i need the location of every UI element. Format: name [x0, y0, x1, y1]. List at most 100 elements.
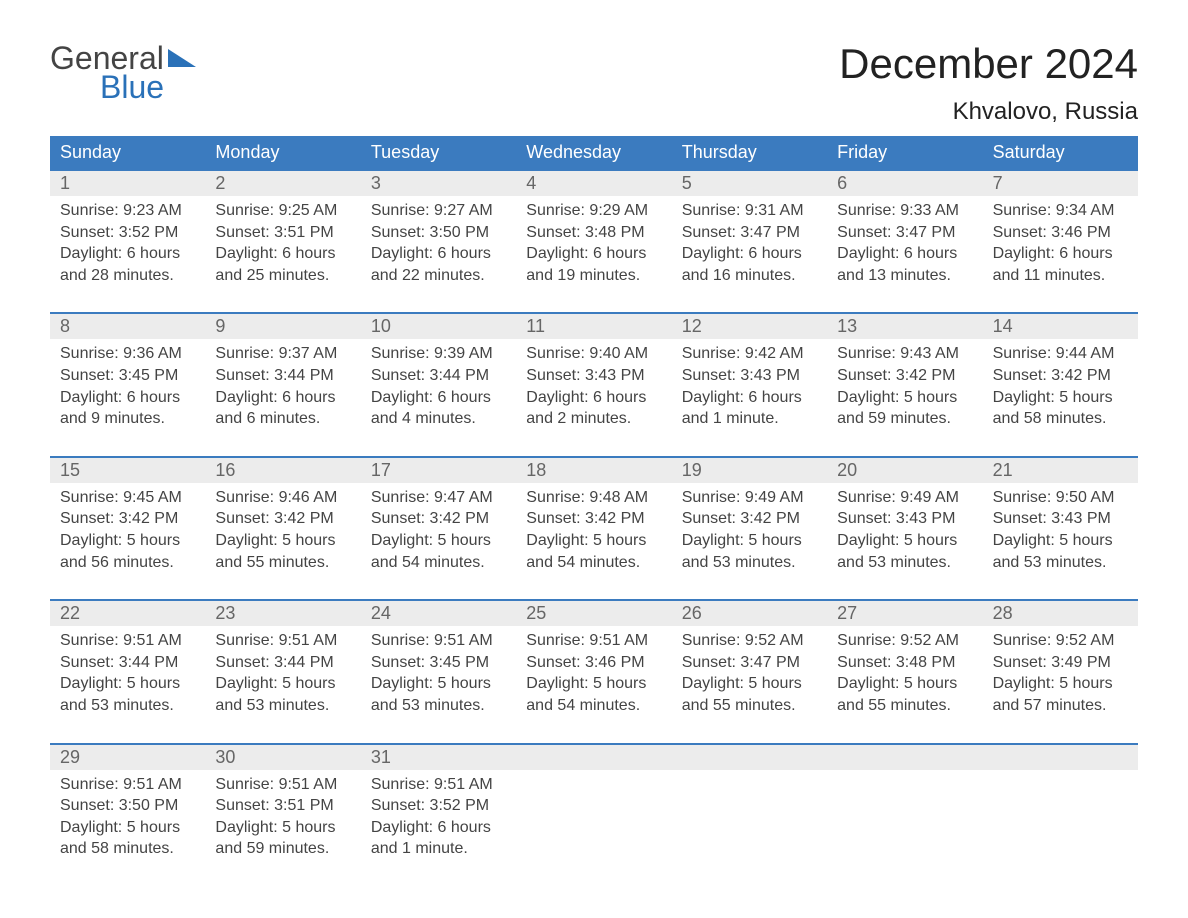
d1-text: Daylight: 6 hours [682, 243, 817, 265]
sunrise-text: Sunrise: 9:51 AM [60, 630, 195, 652]
month-title: December 2024 [839, 40, 1138, 88]
date-number: 9 [205, 314, 360, 339]
sunset-text: Sunset: 3:44 PM [215, 652, 350, 674]
day-cell: Sunrise: 9:23 AMSunset: 3:52 PMDaylight:… [50, 196, 205, 294]
sunset-text: Sunset: 3:42 PM [993, 365, 1128, 387]
sunset-text: Sunset: 3:43 PM [837, 508, 972, 530]
day-cell: Sunrise: 9:49 AMSunset: 3:43 PMDaylight:… [827, 483, 982, 581]
date-number: 12 [672, 314, 827, 339]
d2-text: and 6 minutes. [215, 408, 350, 430]
d1-text: Daylight: 5 hours [215, 530, 350, 552]
d1-text: Daylight: 6 hours [60, 243, 195, 265]
d1-text: Daylight: 6 hours [526, 387, 661, 409]
sunset-text: Sunset: 3:51 PM [215, 795, 350, 817]
d2-text: and 1 minute. [682, 408, 817, 430]
week: 15161718192021Sunrise: 9:45 AMSunset: 3:… [50, 456, 1138, 581]
date-number: 2 [205, 171, 360, 196]
week: 1234567Sunrise: 9:23 AMSunset: 3:52 PMDa… [50, 169, 1138, 294]
sunset-text: Sunset: 3:48 PM [526, 222, 661, 244]
sunrise-text: Sunrise: 9:52 AM [993, 630, 1128, 652]
date-number: 10 [361, 314, 516, 339]
day-cell: Sunrise: 9:52 AMSunset: 3:49 PMDaylight:… [983, 626, 1138, 724]
sunset-text: Sunset: 3:42 PM [60, 508, 195, 530]
sunset-text: Sunset: 3:42 PM [837, 365, 972, 387]
day-header: Monday [205, 136, 360, 169]
d2-text: and 53 minutes. [60, 695, 195, 717]
sunrise-text: Sunrise: 9:42 AM [682, 343, 817, 365]
date-number: 17 [361, 458, 516, 483]
location-label: Khvalovo, Russia [839, 98, 1138, 126]
day-cell [983, 770, 1138, 868]
d1-text: Daylight: 6 hours [526, 243, 661, 265]
calendar: Sunday Monday Tuesday Wednesday Thursday… [50, 136, 1138, 868]
date-number: 29 [50, 745, 205, 770]
day-cell [827, 770, 982, 868]
d1-text: Daylight: 5 hours [837, 530, 972, 552]
d1-text: Daylight: 5 hours [60, 530, 195, 552]
d1-text: Daylight: 5 hours [526, 530, 661, 552]
sunrise-text: Sunrise: 9:49 AM [837, 487, 972, 509]
sunset-text: Sunset: 3:47 PM [837, 222, 972, 244]
sunrise-text: Sunrise: 9:51 AM [371, 774, 506, 796]
d2-text: and 19 minutes. [526, 265, 661, 287]
d2-text: and 59 minutes. [215, 838, 350, 860]
d2-text: and 25 minutes. [215, 265, 350, 287]
day-cell: Sunrise: 9:48 AMSunset: 3:42 PMDaylight:… [516, 483, 671, 581]
day-header: Sunday [50, 136, 205, 169]
date-number: 14 [983, 314, 1138, 339]
sunrise-text: Sunrise: 9:37 AM [215, 343, 350, 365]
date-number: 3 [361, 171, 516, 196]
sunset-text: Sunset: 3:52 PM [371, 795, 506, 817]
sunset-text: Sunset: 3:47 PM [682, 222, 817, 244]
date-number: 23 [205, 601, 360, 626]
sunrise-text: Sunrise: 9:25 AM [215, 200, 350, 222]
d1-text: Daylight: 6 hours [993, 243, 1128, 265]
day-cell: Sunrise: 9:34 AMSunset: 3:46 PMDaylight:… [983, 196, 1138, 294]
sunrise-text: Sunrise: 9:52 AM [682, 630, 817, 652]
day-cell: Sunrise: 9:44 AMSunset: 3:42 PMDaylight:… [983, 339, 1138, 437]
d2-text: and 13 minutes. [837, 265, 972, 287]
day-cell: Sunrise: 9:51 AMSunset: 3:50 PMDaylight:… [50, 770, 205, 868]
day-cell [672, 770, 827, 868]
content-row: Sunrise: 9:45 AMSunset: 3:42 PMDaylight:… [50, 483, 1138, 581]
title-block: December 2024 Khvalovo, Russia [839, 40, 1138, 126]
sunset-text: Sunset: 3:46 PM [526, 652, 661, 674]
d2-text: and 28 minutes. [60, 265, 195, 287]
d2-text: and 1 minute. [371, 838, 506, 860]
d2-text: and 11 minutes. [993, 265, 1128, 287]
d1-text: Daylight: 5 hours [60, 817, 195, 839]
sunrise-text: Sunrise: 9:51 AM [215, 774, 350, 796]
date-row: 22232425262728 [50, 601, 1138, 626]
day-cell: Sunrise: 9:51 AMSunset: 3:51 PMDaylight:… [205, 770, 360, 868]
date-number: 27 [827, 601, 982, 626]
day-cell: Sunrise: 9:25 AMSunset: 3:51 PMDaylight:… [205, 196, 360, 294]
d2-text: and 55 minutes. [682, 695, 817, 717]
day-cell: Sunrise: 9:45 AMSunset: 3:42 PMDaylight:… [50, 483, 205, 581]
day-header: Saturday [983, 136, 1138, 169]
sunrise-text: Sunrise: 9:51 AM [526, 630, 661, 652]
d1-text: Daylight: 5 hours [215, 817, 350, 839]
d1-text: Daylight: 6 hours [837, 243, 972, 265]
date-number: 6 [827, 171, 982, 196]
day-cell: Sunrise: 9:33 AMSunset: 3:47 PMDaylight:… [827, 196, 982, 294]
day-cell [516, 770, 671, 868]
day-header: Friday [827, 136, 982, 169]
sunset-text: Sunset: 3:42 PM [526, 508, 661, 530]
content-row: Sunrise: 9:36 AMSunset: 3:45 PMDaylight:… [50, 339, 1138, 437]
date-row: 1234567 [50, 171, 1138, 196]
sunset-text: Sunset: 3:44 PM [60, 652, 195, 674]
d1-text: Daylight: 5 hours [993, 387, 1128, 409]
d2-text: and 2 minutes. [526, 408, 661, 430]
date-number [827, 745, 982, 770]
sunset-text: Sunset: 3:45 PM [371, 652, 506, 674]
date-number: 26 [672, 601, 827, 626]
sunset-text: Sunset: 3:49 PM [993, 652, 1128, 674]
day-cell: Sunrise: 9:31 AMSunset: 3:47 PMDaylight:… [672, 196, 827, 294]
sunrise-text: Sunrise: 9:40 AM [526, 343, 661, 365]
date-number: 5 [672, 171, 827, 196]
sunset-text: Sunset: 3:43 PM [993, 508, 1128, 530]
day-cell: Sunrise: 9:51 AMSunset: 3:52 PMDaylight:… [361, 770, 516, 868]
d1-text: Daylight: 6 hours [371, 387, 506, 409]
day-cell: Sunrise: 9:39 AMSunset: 3:44 PMDaylight:… [361, 339, 516, 437]
d2-text: and 57 minutes. [993, 695, 1128, 717]
